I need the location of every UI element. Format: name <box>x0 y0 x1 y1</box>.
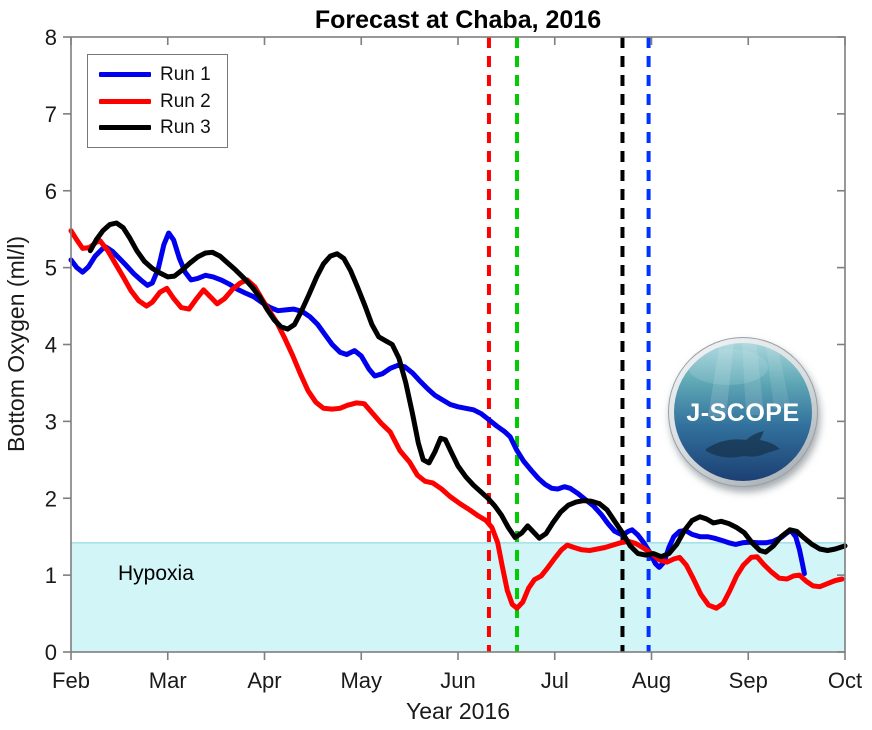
legend-line-swatch <box>99 125 151 131</box>
x-axis-label: Year 2016 <box>406 698 510 724</box>
y-tick-label: 8 <box>45 25 57 50</box>
y-tick-label: 1 <box>45 563 57 588</box>
legend-line-swatch <box>99 71 151 77</box>
x-tick-label: Feb <box>52 668 90 693</box>
run-3-line <box>87 220 848 560</box>
legend-item-run-1: Run 1 <box>88 65 227 84</box>
x-tick-label: Oct <box>828 668 862 693</box>
run-2-line <box>68 228 845 611</box>
x-tick-label: Apr <box>247 668 281 693</box>
legend-label: Run 2 <box>160 90 211 112</box>
x-tick-label: Jun <box>440 668 475 693</box>
x-tick-label: Sep <box>729 668 768 693</box>
hypoxia-region <box>71 542 845 652</box>
legend-line-swatch <box>99 98 151 104</box>
chart-title: Forecast at Chaba, 2016 <box>315 6 601 34</box>
legend-label: Run 3 <box>160 117 211 139</box>
x-tick-label: Aug <box>632 668 671 693</box>
y-tick-label: 3 <box>45 409 57 434</box>
logo-text: J-SCOPE <box>686 399 799 427</box>
legend-box: Run 1 Run 2 Run 3 <box>87 54 228 148</box>
y-tick-label: 6 <box>45 179 57 204</box>
legend-label: Run 1 <box>160 63 211 85</box>
y-tick-label: 5 <box>45 256 57 281</box>
legend-item-run-2: Run 2 <box>88 92 227 111</box>
logo-ocean-background <box>674 343 812 481</box>
y-axis-label: Bottom Oxygen (ml/l) <box>3 236 29 452</box>
y-tick-label: 0 <box>45 640 57 665</box>
y-tick-label: 7 <box>45 102 57 127</box>
hypoxia-region-label: Hypoxia <box>118 562 194 585</box>
run-1-line <box>68 230 807 577</box>
y-tick-label: 4 <box>45 333 57 358</box>
x-tick-label: May <box>340 668 382 693</box>
jscope-logo: J-SCOPE <box>668 337 818 487</box>
legend-item-run-3: Run 3 <box>88 118 227 137</box>
y-tick-label: 2 <box>45 486 57 511</box>
x-tick-label: Jul <box>541 668 569 693</box>
x-tick-label: Mar <box>149 668 187 693</box>
logo-light-rays <box>688 343 790 417</box>
jscope-logo-graphic: J-SCOPE <box>668 337 818 487</box>
